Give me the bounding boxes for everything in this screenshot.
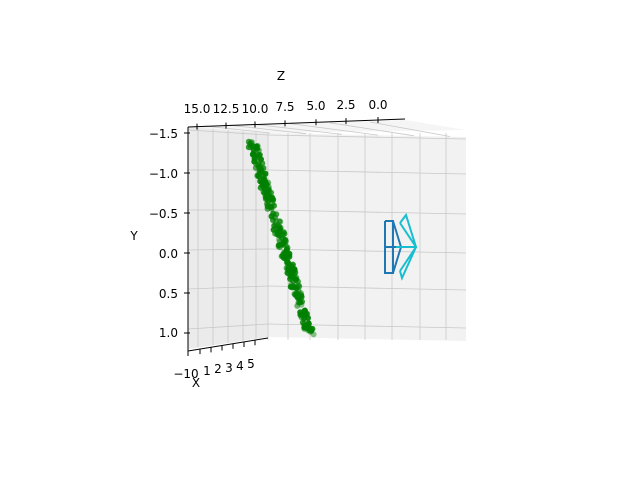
scatter-point [265,179,272,186]
scatter-point [299,319,306,326]
x-axis-line [187,337,269,352]
scatter-point [272,230,279,237]
x-tick-label: −10 [173,367,198,381]
top-grid-line [229,124,307,135]
scatter-point [295,282,302,289]
x-tick-label: 2 [214,362,222,376]
y-tick-label: 0.5 [159,287,178,301]
scatter-point [294,283,301,290]
y-tick-labels: −1.5 −1.0 −0.5 0.0 0.5 1.0 [149,127,178,340]
scatter-point [281,250,288,257]
x-tick-labels: −10 1 2 3 4 5 [173,357,254,381]
scatter-point [269,196,276,202]
scatter-point [294,290,301,297]
x-tick-label: 1 [203,364,211,378]
x-axis-label: X [192,376,200,390]
top-grid-line [369,121,451,137]
scatter-point [265,198,272,205]
scatter-point [276,236,283,243]
scatter-point [288,264,295,270]
scatter-point [281,237,288,244]
scatter-point [283,265,290,272]
y-tick-label: −1.0 [149,167,178,181]
scatter-point [284,259,291,266]
scatter-point [296,283,303,290]
z-axis-label: Z [277,69,285,83]
scatter-point [301,310,308,317]
z-tick-label: 15.0 [184,102,211,116]
x-tick-label: 3 [225,361,233,375]
scatter-point [301,315,308,321]
scatter-point [261,175,268,182]
top-grid-line [329,122,415,137]
scatter-point [251,158,258,165]
scatter-point [276,238,283,245]
top-grid-line [289,123,379,136]
scatter-point [270,217,276,224]
z-tick-labels: 15.0 12.5 10.0 7.5 5.0 2.5 0.0 [184,98,388,116]
scatter-point [268,204,275,210]
y-tick-label: 1.0 [159,326,178,340]
z-tick-label: 12.5 [213,102,240,116]
scatter-point [262,186,269,193]
y-tick-label: −0.5 [149,207,178,221]
y-grid-line [267,248,467,254]
axes [184,116,406,356]
grid-lines [187,121,467,348]
scatter-point [256,163,263,170]
scatter-point [255,172,262,179]
y-tick-label: −1.5 [149,127,178,141]
scatter-point [305,320,312,327]
scatter-point [299,310,306,317]
scatter-point [271,222,278,229]
camera-frustums [384,212,418,281]
x-tick-label: 4 [236,359,244,373]
z-tick-label: 0.0 [368,98,387,112]
scatter-point [289,272,296,279]
z-tick-label: 7.5 [275,100,294,114]
top-grid-line [204,125,271,134]
scatter-point [250,143,256,150]
scatter-point [276,227,283,234]
y-grid-line [267,134,467,140]
y-grid-line [267,209,467,215]
back-pane [268,133,466,341]
scatter-point [253,151,260,158]
z-tick-label: 5.0 [306,99,325,113]
top-grid-line [254,124,343,135]
scatter-points [245,138,317,338]
z-axis-line [187,118,406,128]
x-tick-label: 5 [247,357,255,371]
scatter-point [294,302,301,309]
z-tick-label: 2.5 [336,98,355,112]
scatter-point [309,325,316,332]
scatter-point [276,218,283,225]
top-pane [188,120,466,133]
scatter-point [290,284,297,290]
scatter-point [310,331,317,338]
y-grid-line [267,169,467,175]
y-tick-label: 0.0 [159,247,178,261]
scatter-point [273,211,280,218]
z-tick-label: 10.0 [242,102,269,116]
y-axis-label: Y [129,229,138,243]
